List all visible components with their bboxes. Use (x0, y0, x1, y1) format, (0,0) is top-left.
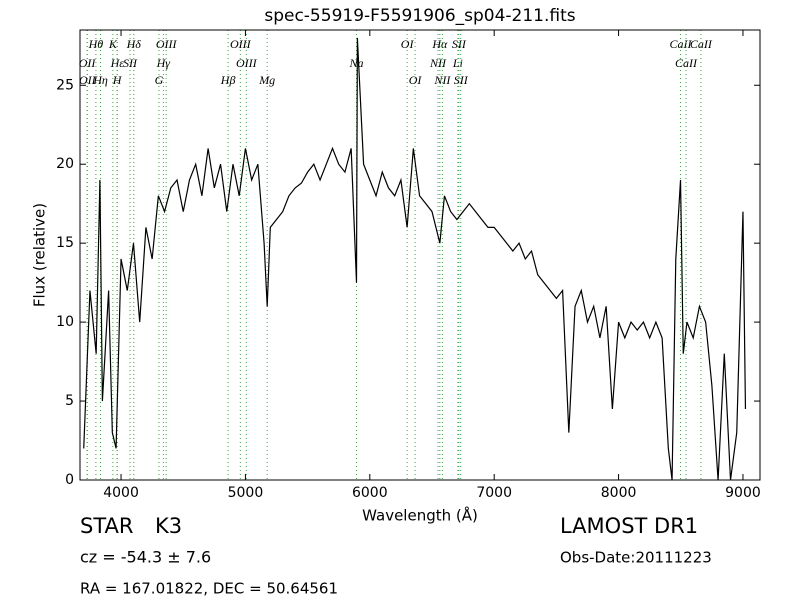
spectral-line-label: OIII (236, 56, 258, 70)
spectrum-line (83, 37, 747, 480)
y-tick-label: 10 (56, 314, 74, 330)
y-tick-label: 0 (65, 472, 74, 488)
y-axis-label: Flux (relative) (31, 203, 49, 307)
spectral-line-label: CaII (675, 56, 698, 70)
subclass: K3 (155, 514, 182, 538)
x-tick-label: 9000 (725, 485, 761, 501)
spectral-line-label: Na (348, 56, 363, 70)
y-tick-label: 15 (56, 235, 74, 251)
spectral-line-label: G (155, 73, 164, 87)
y-tick-label: 20 (56, 156, 74, 172)
spectral-line-label: Hη (92, 73, 108, 87)
plot-frame (79, 29, 761, 481)
y-tick-label: 5 (65, 393, 74, 409)
x-tick-label: 7000 (476, 485, 512, 501)
spectral-line-label: Hβ (220, 73, 236, 87)
x-tick-label: 8000 (601, 485, 637, 501)
spectral-line-label: Li (452, 56, 463, 70)
obs-date: Obs-Date:20111223 (560, 549, 712, 567)
coordinates: RA = 167.01822, DEC = 50.64561 (80, 580, 338, 598)
x-tick-label: 4000 (103, 485, 139, 501)
spectral-line-label: CaII (670, 37, 693, 51)
spectral-line-label: Hγ (156, 56, 171, 70)
x-axis-label: Wavelength (Å) (362, 506, 478, 525)
spectral-line-label: NII (433, 73, 451, 87)
spectral-line-label: SII (454, 73, 469, 87)
spectral-line-label: CaII (690, 37, 713, 51)
spectral-line-label: H (112, 73, 123, 87)
survey: LAMOST DR1 (560, 514, 698, 538)
spectral-line-label: NII (429, 56, 447, 70)
redshift: cz = -54.3 ± 7.6 (80, 548, 211, 567)
spectral-line-label: OI (401, 37, 415, 51)
chart-title: spec-55919-F5591906_sp04-211.fits (264, 6, 575, 26)
x-tick-label: 5000 (228, 485, 264, 501)
spectral-line-label: OIII (156, 37, 178, 51)
spectral-line-label: OI (409, 73, 423, 87)
y-tick-label: 25 (56, 77, 74, 93)
object-class: STAR (80, 514, 133, 538)
spectral-line-label: OIII (230, 37, 252, 51)
spectral-line-label: Mg (258, 73, 275, 87)
spectral-line-label: K (108, 37, 118, 51)
spectral-line-label: SII (123, 56, 138, 70)
x-tick-label: 6000 (352, 485, 388, 501)
spectral-line-label: Hδ (126, 37, 142, 51)
spectral-line-label: Hα (431, 37, 448, 51)
spectral-line-label: OII (79, 73, 97, 87)
spectral-line-label: Hθ (88, 37, 104, 51)
spectral-line-label: SII (452, 37, 467, 51)
